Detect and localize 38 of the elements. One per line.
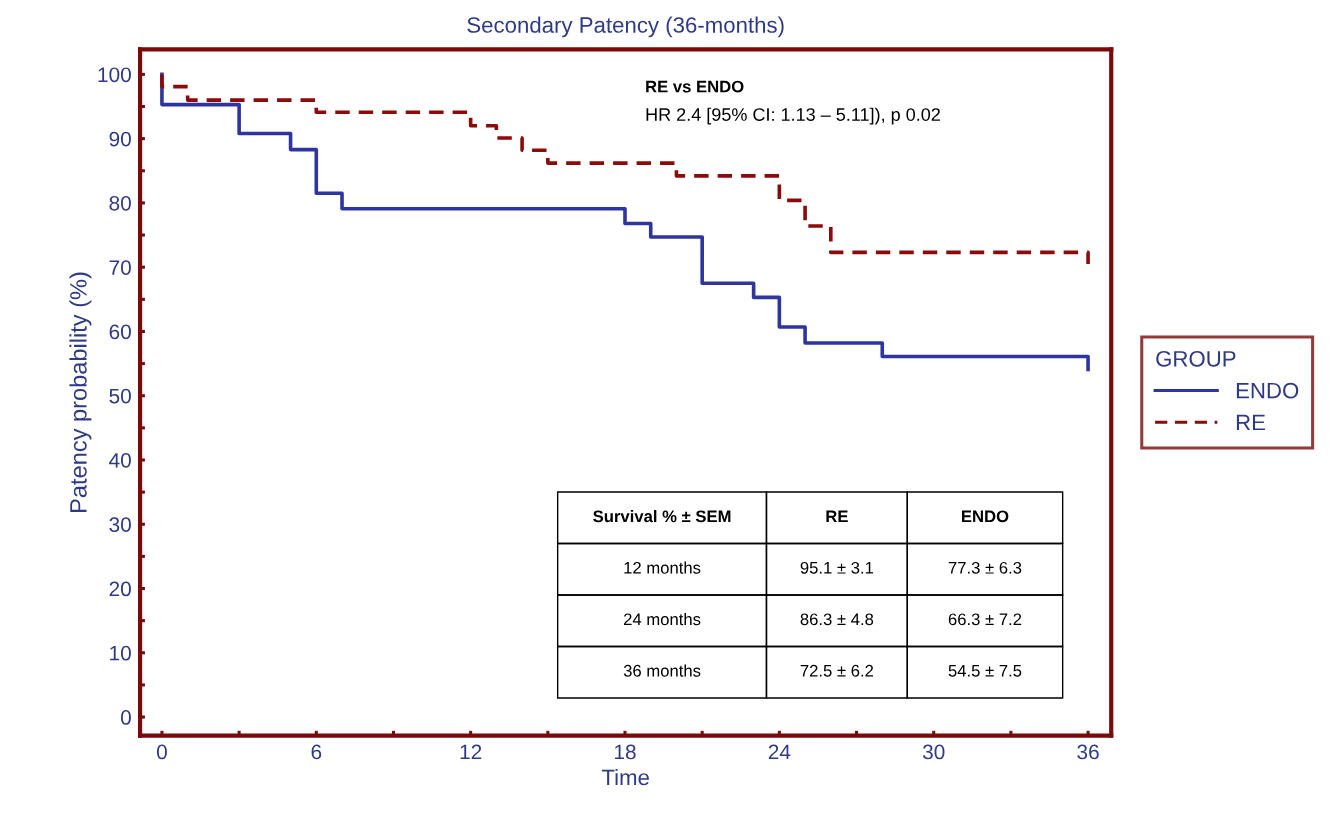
annotation: 54.5 ± 7.5 [948,665,1022,677]
y-tick-label: 90 [109,131,131,147]
annotation: 12 months [624,561,701,574]
x-tick-label: 24 [768,744,791,760]
legend-label: RE [1236,414,1266,431]
annotation: HR 2.4 [95% CI: 1.13 – 5.11]), p 0.02 [646,107,940,125]
x-tick-label: 30 [922,744,945,760]
x-tick-label: 12 [460,744,482,760]
y-tick-label: 30 [109,517,131,533]
annotation: 36 months [623,664,701,677]
annotation: RE vs ENDO [646,80,744,93]
y-tick-label: 20 [109,581,131,597]
annotation: RE [826,510,848,523]
x-axis-title: Time [601,769,649,786]
annotation: Survival % ± SEM [593,510,731,523]
x-tick-label: 36 [1077,744,1099,760]
annotation: 66.3 ± 7.2 [948,613,1022,626]
x-tick-label: 18 [615,744,636,760]
x-tick-label: 6 [311,744,322,760]
annotation: ENDO [962,510,1009,523]
y-tick-label: 40 [109,452,131,468]
legend-label: ENDO [1236,382,1299,399]
legend-title: GROUP [1156,350,1236,367]
annotation: 77.3 ± 6.3 [948,561,1022,574]
chart-title: Secondary Patency (36-months) [467,16,784,38]
y-tick-label: 50 [109,388,131,404]
y-tick-label: 80 [109,195,131,211]
annotation: 24 months [623,612,701,626]
annotation: 86.3 ± 4.8 [800,613,874,626]
annotation: 95.1 ± 3.1 [800,561,874,574]
x-tick-label: 0 [156,744,167,760]
annotation: 72.5 ± 6.2 [800,664,874,677]
y-tick-label: 60 [109,324,131,340]
y-tick-label: 100 [98,67,131,83]
y-tick-label: 0 [120,710,131,725]
y-tick-label: 70 [109,260,131,275]
y-tick-label: 10 [110,645,131,661]
y-axis-title: Patency probability (%) [69,272,92,512]
